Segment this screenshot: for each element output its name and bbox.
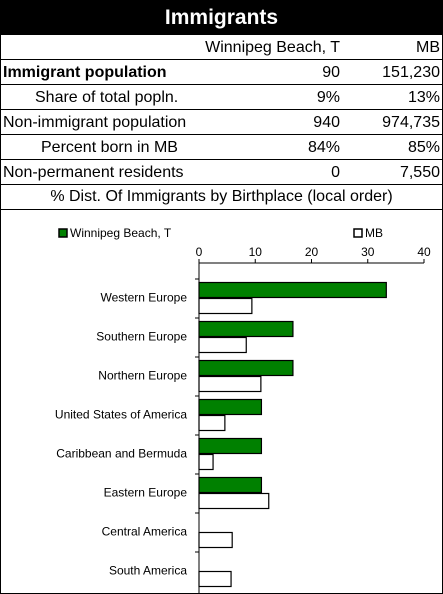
bar	[198, 398, 263, 416]
row-value: 151,230	[382, 64, 440, 81]
row-label: Non-permanent residents	[3, 164, 184, 181]
bar	[198, 414, 226, 432]
category-label: Central America	[102, 525, 188, 539]
row-value: 84%	[307, 139, 340, 156]
row-label: Share of total popln.	[35, 89, 179, 106]
table-row: Non-immigrant population 940 974,735	[1, 110, 442, 135]
x-tick-label: 20	[305, 245, 319, 259]
bar	[198, 297, 253, 315]
row-value: 9%	[316, 89, 340, 106]
category-label: Eastern Europe	[104, 486, 188, 500]
row-value: 974,735	[382, 114, 440, 131]
bar	[198, 453, 214, 471]
chart: Winnipeg Beach, T MB 0 10 20 30 40 Western Euro…	[55, 226, 431, 593]
x-tick-label: 40	[417, 245, 431, 259]
category-label: Southern Europe	[96, 330, 187, 344]
table-row: Non-permanent residents 0 7,550	[1, 160, 442, 185]
bar	[198, 320, 294, 338]
x-tick-label: 30	[361, 245, 375, 259]
bar	[198, 359, 294, 377]
bar	[198, 476, 263, 494]
row-label: Immigrant population	[3, 64, 167, 81]
category-label: United States of America	[55, 408, 187, 422]
row-value: 0	[331, 164, 340, 181]
row-value: 85%	[407, 139, 440, 156]
legend-label: MB	[365, 226, 383, 240]
header-cell: Winnipeg Beach, T	[205, 39, 340, 56]
table-row: Percent born in MB 84% 85%	[1, 135, 442, 160]
bar	[198, 492, 270, 510]
legend-swatch	[58, 228, 68, 238]
bar	[198, 336, 247, 354]
legend-label: Winnipeg Beach, T	[70, 226, 172, 240]
bar	[198, 531, 233, 549]
header-cell: MB	[416, 39, 440, 56]
category-label: Northern Europe	[98, 369, 187, 383]
category-label: Western Europe	[101, 291, 188, 305]
row-label: Percent born in MB	[41, 139, 178, 156]
row-label: Non-immigrant population	[3, 114, 187, 131]
row-value: 7,550	[399, 164, 440, 181]
row-value: 90	[322, 64, 340, 81]
bar	[198, 570, 232, 588]
rows: Immigrant population 90 151,230 Share of to…	[1, 60, 442, 185]
row-value: 13%	[407, 89, 440, 106]
legend-swatch	[353, 228, 363, 238]
bar	[198, 375, 262, 393]
x-tick-label: 0	[196, 245, 203, 259]
bar	[198, 281, 387, 299]
bar	[198, 437, 263, 455]
caption: % Dist. Of Immigrants by Birthplace (loc…	[1, 185, 442, 210]
category-label: Caribbean and Bermuda	[56, 447, 187, 461]
table-row: Share of total popln. 9% 13%	[1, 85, 442, 110]
header-row: Winnipeg Beach, T MB	[1, 35, 442, 60]
row-value: 940	[313, 114, 340, 131]
title: Immigrants	[1, 1, 442, 35]
table-row: Immigrant population 90 151,230	[1, 60, 442, 85]
x-tick-label: 10	[249, 245, 263, 259]
category-label: South America	[109, 564, 187, 578]
